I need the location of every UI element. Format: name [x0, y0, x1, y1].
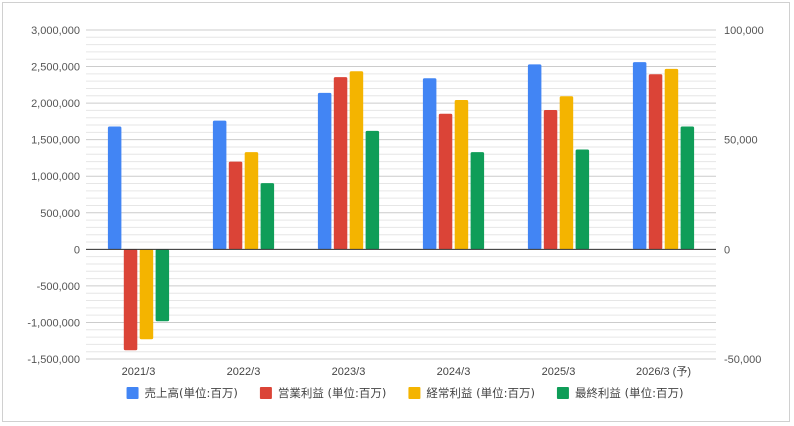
legend-item: 営業利益 (単位:百万) — [259, 386, 387, 400]
legend-label: 売上高(単位:百万) — [145, 386, 238, 400]
left-tick-label: 500,000 — [40, 208, 80, 220]
legend-label: 最終利益 (単位:百万) — [575, 386, 684, 400]
bar-売上高単位:百万-2026/3 (予) — [632, 62, 647, 250]
bar-営業利益-2026/3 (予) — [648, 74, 663, 250]
bar-売上高単位:百万-2022/3 — [212, 120, 227, 250]
legend-swatch — [556, 387, 569, 399]
bar-売上高単位:百万-2021/3 — [107, 126, 122, 250]
left-tick-label: 2,500,000 — [31, 62, 80, 74]
legend-swatch — [126, 387, 139, 399]
bar-経常利益-2022/3 — [244, 152, 259, 250]
left-axis-ticks: 3,000,000 2,500,000 2,000,000 1,500,000 1,00… — [27, 25, 80, 366]
left-tick-label: -1,500,000 — [27, 354, 80, 366]
legend: 売上高(単位:百万) 営業利益 (単位:百万) 経常利益 (単位:百万) 最終利益 (… — [126, 386, 684, 400]
bar-最終利益-2024/3 — [470, 152, 485, 250]
bar-最終利益-2021/3 — [155, 249, 170, 322]
category-label: 2021/3 — [122, 366, 156, 378]
bar-経常利益-2024/3 — [454, 99, 469, 250]
bar-営業利益-2021/3 — [123, 249, 138, 351]
bar-営業利益-2025/3 — [543, 110, 558, 250]
left-tick-label: 1,500,000 — [31, 135, 80, 147]
bar-経常利益-2021/3 — [139, 249, 154, 340]
category-label: 2026/3 (予) — [636, 365, 691, 378]
bar-経常利益-2026/3 (予) — [664, 68, 679, 250]
bar-経常利益-2023/3 — [349, 71, 364, 250]
bar-営業利益-2023/3 — [333, 77, 348, 250]
legend-item: 売上高(単位:百万) — [126, 386, 238, 400]
left-tick-label: -1,000,000 — [27, 317, 80, 329]
legend-swatch — [408, 387, 421, 399]
legend-item: 経常利益 (単位:百万) — [408, 386, 535, 400]
left-tick-label: 1,000,000 — [31, 171, 80, 183]
category-label: 2023/3 — [332, 366, 366, 378]
bar-営業利益-2022/3 — [228, 161, 243, 250]
bar-売上高単位:百万-2024/3 — [422, 78, 437, 250]
bar-最終利益-2022/3 — [260, 183, 275, 250]
left-tick-label: -500,000 — [37, 281, 80, 293]
category-label: 2024/3 — [437, 366, 471, 378]
category-label: 2022/3 — [227, 366, 261, 378]
bar-最終利益-2025/3 — [575, 149, 590, 250]
gridlines — [86, 29, 716, 360]
left-tick-label: 2,000,000 — [31, 98, 80, 110]
bar-営業利益-2024/3 — [438, 113, 453, 250]
right-tick-label: 0 — [724, 244, 730, 256]
category-labels: 2021/3 2022/3 2023/3 2024/3 2025/3 2026/3 (予) — [122, 365, 691, 378]
right-tick-label: -50,000 — [724, 354, 761, 366]
bar-最終利益-2023/3 — [365, 130, 380, 250]
bars — [107, 62, 695, 351]
category-label: 2025/3 — [542, 366, 576, 378]
legend-item: 最終利益 (単位:百万) — [556, 386, 684, 400]
bar-経常利益-2025/3 — [559, 96, 574, 250]
left-tick-label: 0 — [74, 244, 80, 256]
legend-label: 営業利益 (単位:百万) — [278, 386, 387, 400]
legend-label: 経常利益 (単位:百万) — [426, 386, 535, 400]
bar-最終利益-2026/3 (予) — [680, 126, 695, 250]
legend-swatch — [259, 387, 272, 399]
right-tick-label: 50,000 — [724, 135, 758, 147]
right-axis-ticks: 100,000 50,000 0 -50,000 — [724, 25, 764, 366]
left-tick-label: 3,000,000 — [31, 25, 80, 37]
bar-売上高単位:百万-2025/3 — [527, 64, 542, 250]
right-tick-label: 100,000 — [724, 25, 764, 37]
bar-売上高単位:百万-2023/3 — [317, 92, 332, 250]
